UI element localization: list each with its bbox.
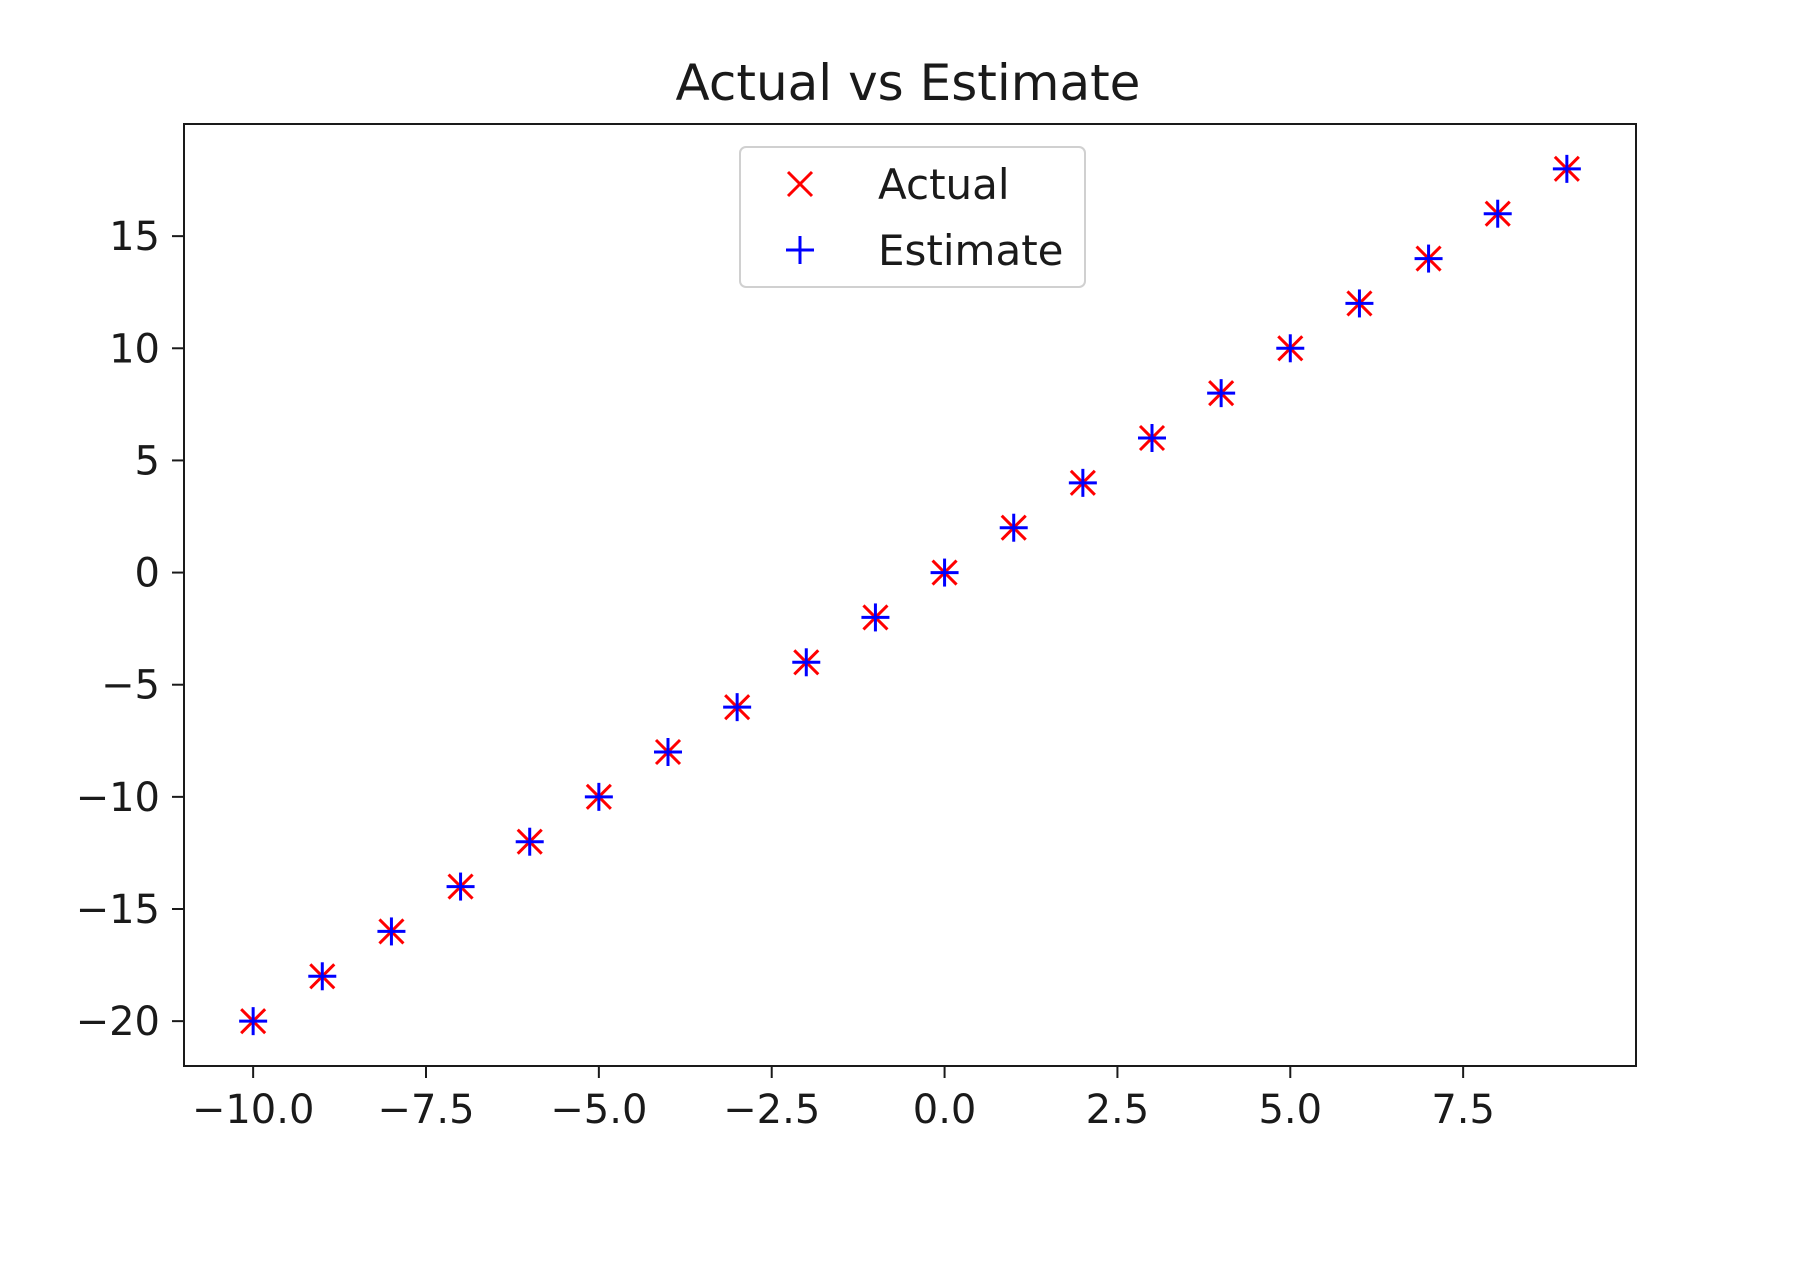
estimate-point: [1483, 199, 1512, 228]
estimate-point: [1276, 334, 1305, 363]
y-tick-label: −15: [76, 887, 160, 933]
estimate-point: [377, 917, 406, 946]
estimate-point: [861, 603, 890, 632]
estimate-point: [792, 648, 821, 677]
estimate-point: [930, 558, 959, 587]
y-tick-label: 5: [135, 438, 160, 484]
legend: Actual Estimate: [739, 146, 1086, 288]
x-tick-label: −10.0: [192, 1087, 315, 1133]
legend-entries: Actual Estimate: [786, 160, 1064, 275]
chart-title: Actual vs Estimate: [676, 54, 1141, 112]
estimate-point: [515, 827, 544, 856]
estimate-point: [308, 962, 337, 991]
x-tick-label: −5.0: [550, 1087, 647, 1133]
estimate-point: [584, 782, 613, 811]
y-tick-label: −5: [101, 663, 160, 709]
legend-marker-estimate: [786, 236, 814, 264]
legend-marker-actual: [786, 170, 814, 198]
y-tick-label: 10: [109, 326, 160, 372]
x-tick-label: −7.5: [377, 1087, 474, 1133]
legend-label-estimate: Estimate: [878, 226, 1064, 275]
x-tick-label: −2.5: [723, 1087, 820, 1133]
estimate-point: [1552, 154, 1581, 183]
x-tick-label: 2.5: [1086, 1087, 1150, 1133]
y-tick-label: −20: [76, 999, 160, 1045]
y-axis: −20 −15 −10 −5 0 5 10 15: [76, 214, 184, 1045]
x-tick-label: 0.0: [913, 1087, 977, 1133]
estimate-point: [1414, 244, 1443, 273]
y-tick-label: 0: [135, 551, 160, 597]
data-markers: [239, 154, 1581, 1036]
estimate-point: [1068, 468, 1097, 497]
y-tick-label: 15: [109, 214, 160, 260]
legend-box: [739, 146, 1086, 288]
estimate-point: [1207, 379, 1236, 408]
estimate-point: [723, 693, 752, 722]
estimate-point: [1138, 424, 1166, 452]
legend-label-actual: Actual: [878, 160, 1010, 209]
y-tick-label: −10: [76, 775, 160, 821]
x-axis: −10.0 −7.5 −5.0 −2.5 0.0 2.5 5.0 7.5: [192, 1066, 1495, 1133]
estimate-point: [446, 872, 475, 901]
x-tick-label: 7.5: [1431, 1087, 1495, 1133]
axes-frame: [183, 123, 1637, 1067]
estimate-point: [1345, 289, 1374, 318]
estimate-point: [999, 513, 1028, 542]
estimate-point: [239, 1007, 268, 1036]
estimate-point: [654, 738, 682, 766]
x-tick-label: 5.0: [1258, 1087, 1322, 1133]
